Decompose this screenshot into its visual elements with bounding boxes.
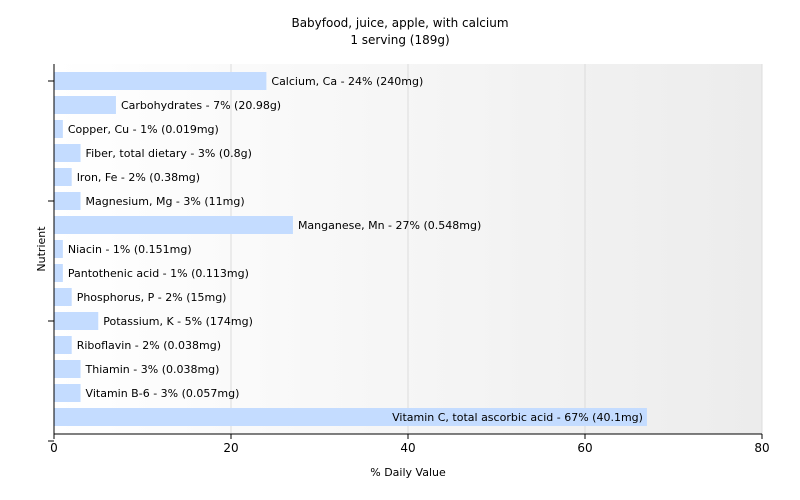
bar xyxy=(54,288,72,306)
bar-label: Vitamin B-6 - 3% (0.057mg) xyxy=(86,387,240,400)
bar xyxy=(54,312,99,330)
bar-label: Fiber, total dietary - 3% (0.8g) xyxy=(86,147,252,160)
bar-label: Carbohydrates - 7% (20.98g) xyxy=(121,99,281,112)
x-tick-label: 80 xyxy=(754,441,769,455)
bar-label: Potassium, K - 5% (174mg) xyxy=(103,315,253,328)
bar-label: Pantothenic acid - 1% (0.113mg) xyxy=(68,267,249,280)
bar-label: Magnesium, Mg - 3% (11mg) xyxy=(86,195,245,208)
x-tick-label: 60 xyxy=(577,441,592,455)
bar xyxy=(54,240,63,258)
y-axis-title: Nutrient xyxy=(35,226,48,272)
bar-label: Niacin - 1% (0.151mg) xyxy=(68,243,192,256)
bar xyxy=(54,168,72,186)
chart-subtitle: 1 serving (189g) xyxy=(350,33,449,47)
bar-label: Manganese, Mn - 27% (0.548mg) xyxy=(298,219,481,232)
bar xyxy=(54,384,81,402)
bar xyxy=(54,144,81,162)
bars: Calcium, Ca - 24% (240mg) Carbohydrates -… xyxy=(54,72,647,426)
bar-label: Vitamin C, total ascorbic acid - 67% (40… xyxy=(392,411,643,424)
chart-title: Babyfood, juice, apple, with calcium xyxy=(291,16,508,30)
x-tick-label: 20 xyxy=(223,441,238,455)
bar xyxy=(54,408,647,426)
bar xyxy=(54,120,63,138)
grid-lines xyxy=(230,64,763,434)
bar-label: Copper, Cu - 1% (0.019mg) xyxy=(68,123,219,136)
bar xyxy=(54,336,72,354)
x-tick-label: 40 xyxy=(400,441,415,455)
x-axis-title: % Daily Value xyxy=(370,466,446,479)
bar xyxy=(54,192,81,210)
bar xyxy=(54,360,81,378)
bar xyxy=(54,216,293,234)
bar xyxy=(54,96,116,114)
bar-label: Thiamin - 3% (0.038mg) xyxy=(85,363,220,376)
bar-label: Calcium, Ca - 24% (240mg) xyxy=(271,75,423,88)
axes: 0 20 40 60 80 xyxy=(48,64,770,455)
bar-label: Phosphorus, P - 2% (15mg) xyxy=(77,291,227,304)
x-tick-label: 0 xyxy=(50,441,58,455)
bar xyxy=(54,264,63,282)
bar-label: Iron, Fe - 2% (0.38mg) xyxy=(77,171,200,184)
bar-label: Riboflavin - 2% (0.038mg) xyxy=(77,339,221,352)
bar xyxy=(54,72,267,90)
